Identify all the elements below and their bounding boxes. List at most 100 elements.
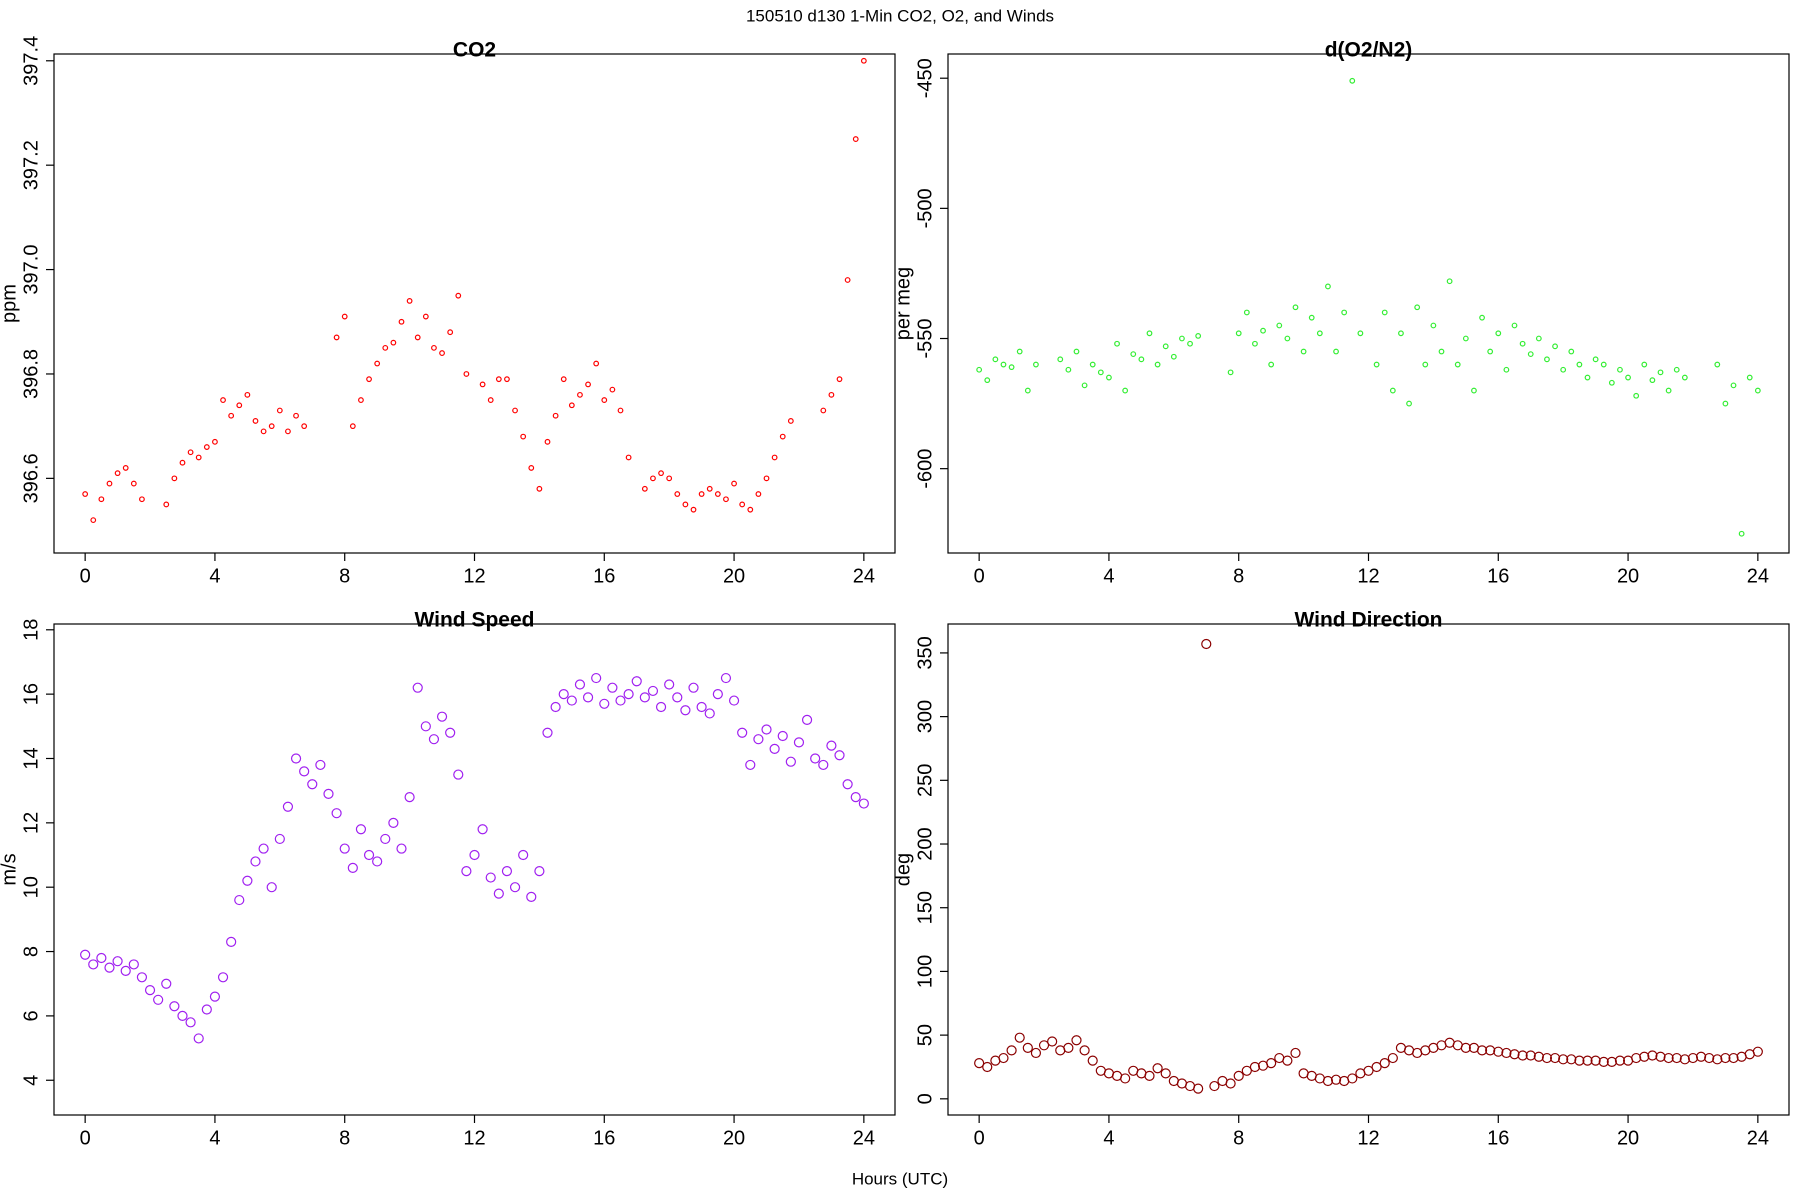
- point: [1120, 1073, 1131, 1084]
- point: [1357, 330, 1364, 337]
- point: [244, 391, 251, 398]
- point: [1576, 361, 1583, 368]
- point: [396, 843, 407, 854]
- point: [1333, 348, 1339, 355]
- y-tick-label: 14: [20, 747, 42, 769]
- y-tick-label: 6: [20, 1010, 42, 1021]
- point: [1422, 361, 1429, 368]
- point: [347, 862, 358, 873]
- point: [1495, 330, 1502, 337]
- point: [1438, 348, 1445, 355]
- y-tick-label: 12: [20, 812, 42, 834]
- point: [550, 701, 561, 713]
- point: [282, 801, 294, 812]
- point: [1154, 361, 1161, 368]
- point: [1398, 330, 1404, 337]
- point: [82, 491, 89, 497]
- point: [680, 705, 691, 716]
- point: [785, 756, 796, 767]
- point: [599, 698, 610, 709]
- point: [1493, 1046, 1504, 1057]
- y-tick-label: 100: [914, 955, 936, 988]
- point: [1617, 366, 1623, 373]
- point: [220, 397, 226, 403]
- point: [1552, 343, 1558, 350]
- point: [1322, 1075, 1334, 1087]
- point: [390, 339, 397, 346]
- y-tick-label: 397.0: [20, 245, 42, 295]
- point: [1728, 1052, 1739, 1064]
- point: [801, 714, 813, 725]
- point: [1647, 1050, 1658, 1061]
- point: [1106, 374, 1112, 381]
- point: [1752, 1046, 1763, 1057]
- point: [1225, 1078, 1236, 1089]
- point: [518, 849, 529, 861]
- point: [1446, 278, 1453, 285]
- point: [428, 734, 440, 745]
- point: [226, 936, 237, 947]
- point: [1582, 1055, 1593, 1066]
- point: [826, 740, 837, 751]
- y-tick-label: 8: [20, 946, 42, 957]
- point: [1249, 1061, 1261, 1073]
- point: [293, 412, 299, 419]
- point: [1227, 369, 1234, 376]
- point: [1292, 304, 1299, 311]
- point: [1233, 1070, 1244, 1081]
- point: [536, 485, 543, 492]
- point: [1170, 353, 1177, 360]
- point: [706, 485, 713, 492]
- point: [1631, 1052, 1642, 1064]
- point: [664, 679, 675, 690]
- point: [1379, 1058, 1390, 1069]
- point: [285, 428, 291, 435]
- point: [591, 672, 602, 684]
- point: [728, 695, 740, 706]
- y-tick-label: 200: [914, 827, 936, 860]
- point: [582, 692, 594, 703]
- point: [666, 475, 673, 482]
- point: [1560, 366, 1567, 373]
- x-tick-label: 24: [1747, 1127, 1769, 1149]
- point: [574, 679, 586, 690]
- point: [1695, 1051, 1707, 1062]
- point: [1722, 400, 1729, 407]
- point: [639, 692, 650, 703]
- point: [1162, 343, 1169, 350]
- point: [1024, 387, 1031, 394]
- point: [688, 682, 699, 693]
- point: [420, 721, 431, 732]
- point: [723, 496, 729, 503]
- point: [1097, 369, 1104, 376]
- main-title: 150510 d130 1-Min CO2, O2, and Winds: [746, 6, 1054, 25]
- point: [203, 444, 210, 450]
- x-tick-label: 8: [339, 565, 350, 587]
- point: [1608, 379, 1615, 386]
- y-tick-label: 300: [914, 700, 936, 733]
- y-tick-label: 16: [20, 683, 42, 705]
- point: [487, 397, 494, 403]
- point: [1584, 374, 1591, 381]
- point: [1454, 361, 1461, 368]
- point: [625, 454, 632, 461]
- point: [1057, 356, 1064, 363]
- x-tick-label: 0: [80, 1127, 91, 1149]
- point: [745, 759, 756, 771]
- point: [1300, 348, 1307, 355]
- point: [617, 407, 624, 414]
- point: [209, 991, 221, 1002]
- point: [1606, 1056, 1617, 1067]
- point: [647, 685, 659, 697]
- point: [388, 817, 399, 828]
- point: [374, 360, 381, 367]
- point: [114, 470, 121, 477]
- point: [1308, 314, 1315, 321]
- y-tick-label: 396.6: [20, 453, 42, 503]
- point: [698, 491, 705, 497]
- point: [1476, 1045, 1488, 1056]
- point: [641, 485, 648, 492]
- point: [1639, 1051, 1650, 1062]
- x-tick-label: 4: [209, 565, 220, 587]
- point: [1414, 304, 1421, 311]
